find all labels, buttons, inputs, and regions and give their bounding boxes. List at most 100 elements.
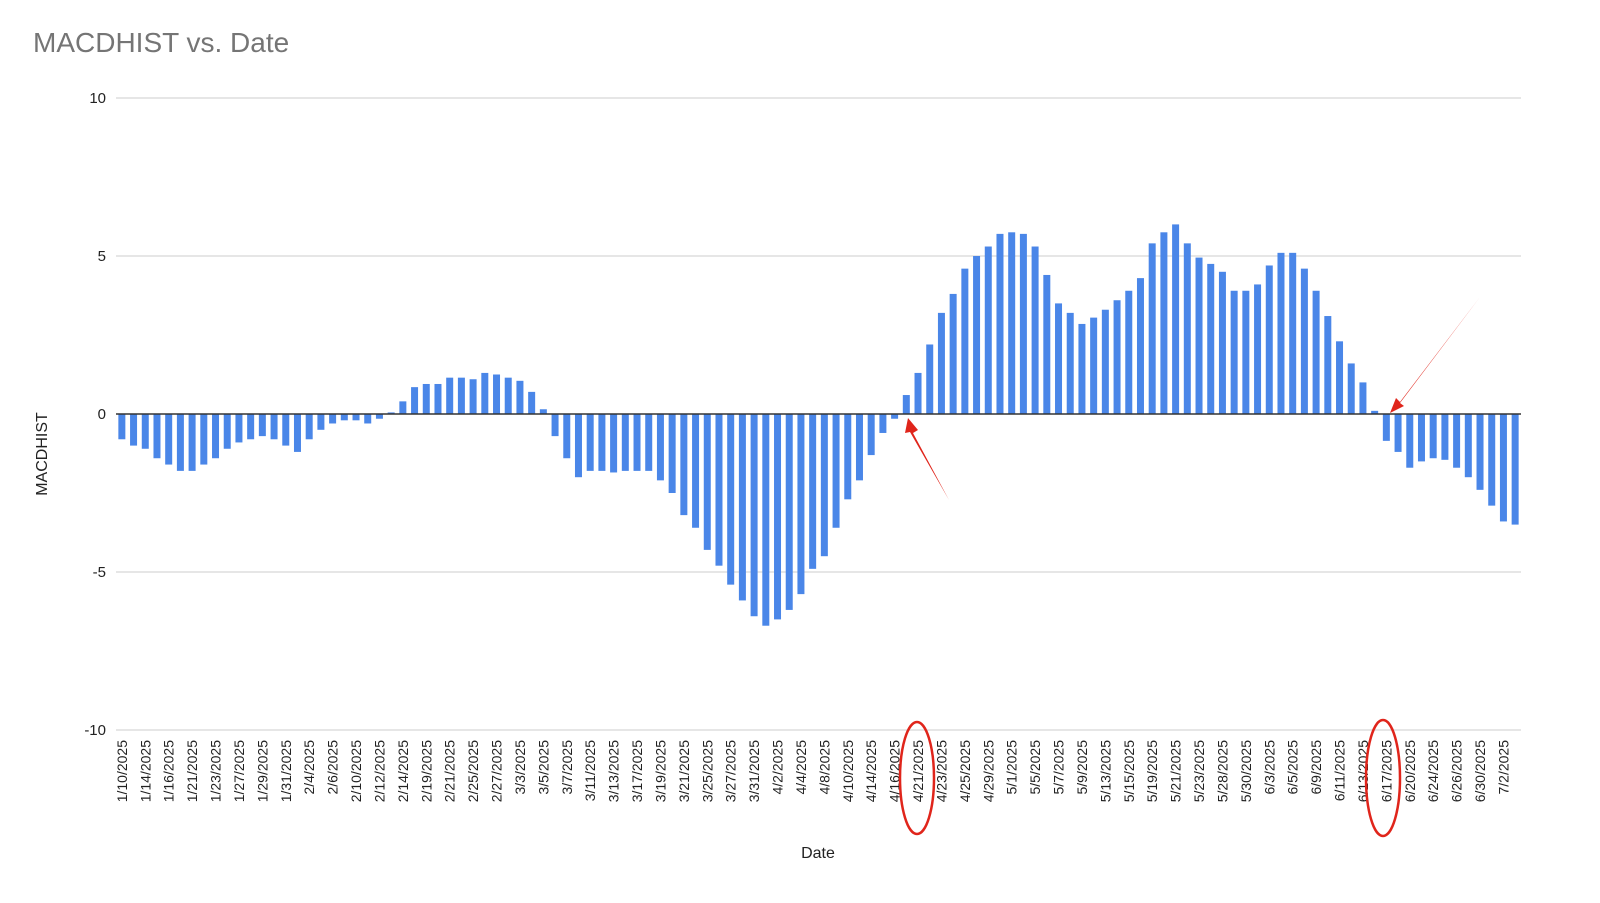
bar xyxy=(926,344,934,414)
x-tick-label: 6/26/2025 xyxy=(1449,740,1465,802)
x-tick-label: 1/16/2025 xyxy=(161,740,177,802)
x-tick-label: 2/25/2025 xyxy=(465,740,481,802)
x-axis-label: Date xyxy=(801,845,835,862)
annotations xyxy=(898,297,1480,838)
bar xyxy=(1511,414,1519,525)
bar xyxy=(516,380,524,414)
y-tick-label: -5 xyxy=(93,564,106,581)
bar xyxy=(1090,317,1098,414)
bar xyxy=(774,414,782,620)
arrow xyxy=(1390,297,1480,413)
bar xyxy=(188,414,196,471)
bar xyxy=(270,414,278,440)
bar xyxy=(153,414,161,459)
bar xyxy=(1453,414,1461,468)
x-tick-label: 4/2/2025 xyxy=(770,740,786,795)
bar xyxy=(1429,414,1437,459)
x-tick-label: 2/12/2025 xyxy=(371,740,387,802)
bar xyxy=(633,414,641,471)
x-tick-label: 6/9/2025 xyxy=(1308,740,1324,795)
bar xyxy=(750,414,758,617)
x-tick-label: 4/25/2025 xyxy=(957,740,973,802)
bar xyxy=(785,414,793,610)
bar xyxy=(118,414,126,440)
highlight-ellipse xyxy=(1364,718,1402,838)
bar xyxy=(715,414,723,566)
bar xyxy=(797,414,805,595)
x-tick-label: 4/4/2025 xyxy=(793,740,809,795)
bar xyxy=(504,377,512,414)
bar xyxy=(165,414,173,465)
bar xyxy=(1125,290,1133,414)
arrow xyxy=(905,418,949,500)
x-tick-label: 5/9/2025 xyxy=(1074,740,1090,795)
bar xyxy=(1160,232,1168,414)
bar xyxy=(1476,414,1484,490)
bar xyxy=(738,414,746,601)
bar xyxy=(1359,382,1367,414)
bar xyxy=(446,377,454,414)
bar xyxy=(1499,414,1507,522)
bar xyxy=(200,414,208,465)
x-tick-label: 6/5/2025 xyxy=(1285,740,1301,795)
bar xyxy=(1183,243,1191,414)
bar xyxy=(1254,284,1262,414)
x-tick-label: 7/2/2025 xyxy=(1495,740,1511,795)
bar xyxy=(422,383,430,414)
bar xyxy=(1031,246,1039,414)
x-tick-label: 4/14/2025 xyxy=(863,740,879,802)
bar xyxy=(1148,243,1156,414)
bar xyxy=(340,414,348,421)
x-tick-label: 3/31/2025 xyxy=(746,740,762,802)
y-tick-label: 0 xyxy=(98,406,106,423)
x-tick-label: 4/23/2025 xyxy=(933,740,949,802)
x-tick-label: 3/19/2025 xyxy=(652,740,668,802)
x-tick-label: 3/11/2025 xyxy=(582,740,598,801)
bar xyxy=(820,414,828,557)
bar xyxy=(130,414,138,446)
bar xyxy=(645,414,653,471)
bar xyxy=(937,312,945,414)
x-tick-label: 1/21/2025 xyxy=(184,740,200,802)
x-tick-label: 3/5/2025 xyxy=(535,740,551,795)
bar xyxy=(996,233,1004,414)
x-tick-label: 5/13/2025 xyxy=(1097,740,1113,802)
bar xyxy=(727,414,735,585)
bar xyxy=(598,414,606,471)
bar xyxy=(1078,323,1086,414)
x-tick-label: 6/24/2025 xyxy=(1425,740,1441,802)
bar xyxy=(1347,363,1355,414)
bar xyxy=(282,414,290,446)
x-tick-label: 5/19/2025 xyxy=(1144,740,1160,802)
bar xyxy=(891,414,899,419)
bar xyxy=(855,414,863,481)
y-tick-label: -10 xyxy=(84,722,106,739)
bar xyxy=(235,414,243,443)
bar xyxy=(1218,271,1226,414)
bar xyxy=(1172,224,1180,414)
bar xyxy=(949,293,957,414)
x-tick-label: 6/3/2025 xyxy=(1261,740,1277,795)
bar xyxy=(961,268,969,414)
bar xyxy=(914,372,922,414)
bar xyxy=(528,391,536,414)
bar xyxy=(668,414,676,493)
x-tick-label: 2/19/2025 xyxy=(418,740,434,802)
bar xyxy=(1417,414,1425,462)
bar xyxy=(1136,278,1144,414)
bar xyxy=(762,414,770,626)
bar xyxy=(563,414,571,459)
bar xyxy=(481,372,489,414)
bar xyxy=(305,414,313,440)
bar xyxy=(1300,268,1308,414)
bar xyxy=(329,414,337,424)
x-tick-label: 1/10/2025 xyxy=(114,740,130,802)
bar xyxy=(1019,233,1027,414)
x-tick-label: 5/15/2025 xyxy=(1121,740,1137,802)
x-tick-label: 4/16/2025 xyxy=(887,740,903,802)
bar xyxy=(621,414,629,471)
bar xyxy=(1406,414,1414,468)
bar xyxy=(832,414,840,528)
bar xyxy=(1101,309,1109,414)
